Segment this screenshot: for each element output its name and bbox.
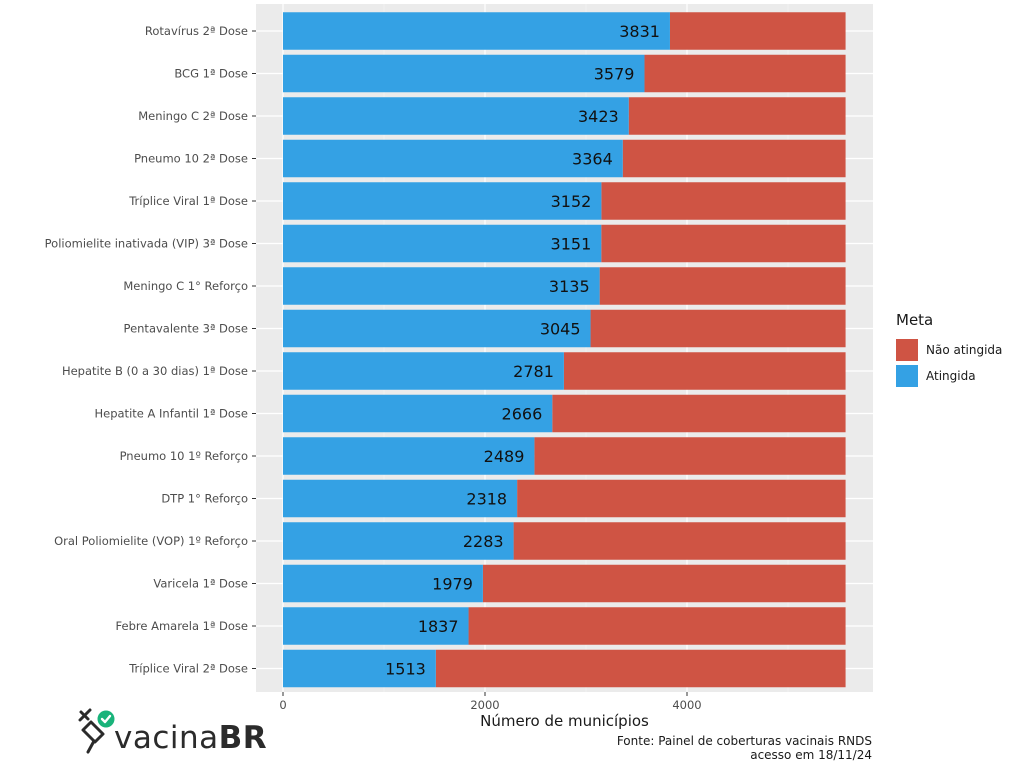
data-label: 2318	[466, 490, 507, 509]
bar-nao-atingida	[628, 97, 846, 135]
logo-text-bold: BR	[218, 720, 268, 756]
bar-atingida	[283, 97, 629, 135]
bar-atingida	[283, 437, 535, 475]
bar-nao-atingida	[599, 267, 846, 305]
legend-item-atingida: Atingida	[896, 363, 1020, 389]
legend: Meta Não atingida Atingida	[896, 311, 1020, 389]
y-tick-label: Poliomielite inativada (VIP) 3ª Dose	[45, 237, 248, 251]
data-label: 2666	[502, 405, 543, 424]
bar-nao-atingida	[563, 352, 846, 390]
bar-nao-atingida	[601, 224, 846, 263]
bar-nao-atingida	[482, 564, 846, 603]
bar-nao-atingida	[435, 649, 846, 688]
y-tick-label: Pentavalente 3ª Dose	[124, 322, 248, 336]
bar-atingida	[283, 522, 514, 560]
logo-wordmark: vacinaBR	[114, 720, 267, 756]
data-label: 1979	[432, 575, 473, 594]
syringe-check-icon	[78, 708, 115, 754]
bar-atingida	[283, 267, 600, 305]
bar-atingida	[283, 182, 602, 220]
x-tick-label: 2000	[470, 698, 499, 712]
data-label: 2283	[463, 532, 504, 551]
y-tick-label: Oral Poliomielite (VOP) 1º Reforço	[54, 534, 248, 548]
source-line-1: Fonte: Painel de coberturas vacinais RND…	[616, 734, 872, 748]
bar-nao-atingida	[552, 394, 846, 433]
bar-atingida	[283, 224, 602, 263]
data-label: 3831	[619, 22, 660, 41]
data-label: 3152	[551, 192, 592, 211]
data-label: 2781	[513, 362, 554, 381]
legend-label-atingida: Atingida	[926, 369, 976, 383]
legend-item-nao-atingida: Não atingida	[896, 337, 1020, 363]
bar-atingida	[283, 54, 645, 93]
y-tick-label: Pneumo 10 1º Reforço	[120, 449, 248, 463]
bar-atingida	[283, 309, 591, 348]
data-label: 3135	[549, 277, 590, 296]
x-axis-title: Número de municípios	[480, 712, 649, 730]
bar-nao-atingida	[622, 139, 846, 178]
logo-text-light: vacina	[114, 720, 219, 756]
y-tick-label: Varicela 1ª Dose	[153, 577, 248, 591]
x-tick-label: 4000	[672, 698, 701, 712]
y-tick-label: Pneumo 10 2ª Dose	[134, 152, 248, 166]
y-tick-label: Febre Amarela 1ª Dose	[116, 619, 248, 633]
bar-nao-atingida	[644, 54, 846, 93]
legend-title: Meta	[896, 311, 934, 329]
y-tick-label: Tríplice Viral 1ª Dose	[128, 194, 248, 208]
bar-nao-atingida	[513, 522, 846, 560]
source-note: Fonte: Painel de coberturas vacinais RND…	[617, 734, 872, 762]
y-tick-label: Hepatite B (0 a 30 dias) 1ª Dose	[62, 364, 248, 378]
x-tick-label: 0	[279, 698, 286, 712]
y-tick-label: Rotavírus 2ª Dose	[145, 24, 248, 38]
y-tick-label: Meningo C 1° Reforço	[123, 279, 248, 293]
data-label: 3151	[551, 235, 592, 254]
data-label: 3364	[572, 150, 613, 169]
y-tick-label: Meningo C 2ª Dose	[138, 109, 248, 123]
bar-nao-atingida	[468, 607, 846, 645]
data-label: 2489	[484, 447, 525, 466]
bar-atingida	[283, 607, 469, 645]
bar-nao-atingida	[601, 182, 846, 220]
legend-label-nao-atingida: Não atingida	[926, 343, 1003, 357]
y-tick-label: Tríplice Viral 2ª Dose	[128, 662, 248, 676]
bar-atingida	[283, 12, 670, 50]
legend-key-atingida	[896, 365, 918, 387]
bar-nao-atingida	[669, 12, 846, 50]
bar-nao-atingida	[517, 479, 846, 518]
bar-nao-atingida	[534, 437, 846, 475]
bar-atingida	[283, 479, 518, 518]
data-label: 3045	[540, 320, 581, 339]
bar-atingida	[283, 564, 483, 603]
y-tick-label: BCG 1ª Dose	[174, 67, 248, 81]
bar-atingida	[283, 394, 553, 433]
source-line-2: acesso em 18/11/24	[750, 748, 872, 762]
bar-atingida	[283, 139, 623, 178]
y-tick-label: Hepatite A Infantil 1ª Dose	[94, 407, 248, 421]
data-label: 3423	[578, 107, 619, 126]
bar-atingida	[283, 352, 564, 390]
data-label: 3579	[594, 65, 635, 84]
vacinabr-logo: vacinaBR	[78, 708, 267, 758]
y-tick-label: DTP 1° Reforço	[161, 492, 248, 506]
legend-key-nao-atingida	[896, 339, 918, 361]
bar-atingida	[283, 649, 436, 688]
data-label: 1837	[418, 617, 459, 636]
data-label: 1513	[385, 660, 426, 679]
bar-nao-atingida	[590, 309, 846, 348]
